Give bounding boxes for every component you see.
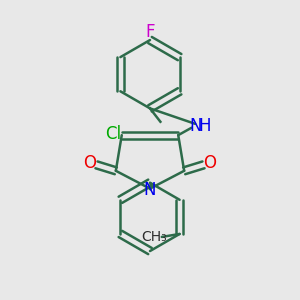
Text: F: F — [145, 23, 155, 41]
Text: CH₃: CH₃ — [142, 230, 167, 244]
Text: H: H — [199, 117, 211, 135]
Text: N: N — [144, 181, 156, 199]
Text: O: O — [203, 154, 217, 172]
Text: O: O — [83, 154, 97, 172]
Text: Cl: Cl — [105, 125, 122, 143]
Text: N: N — [189, 117, 201, 135]
